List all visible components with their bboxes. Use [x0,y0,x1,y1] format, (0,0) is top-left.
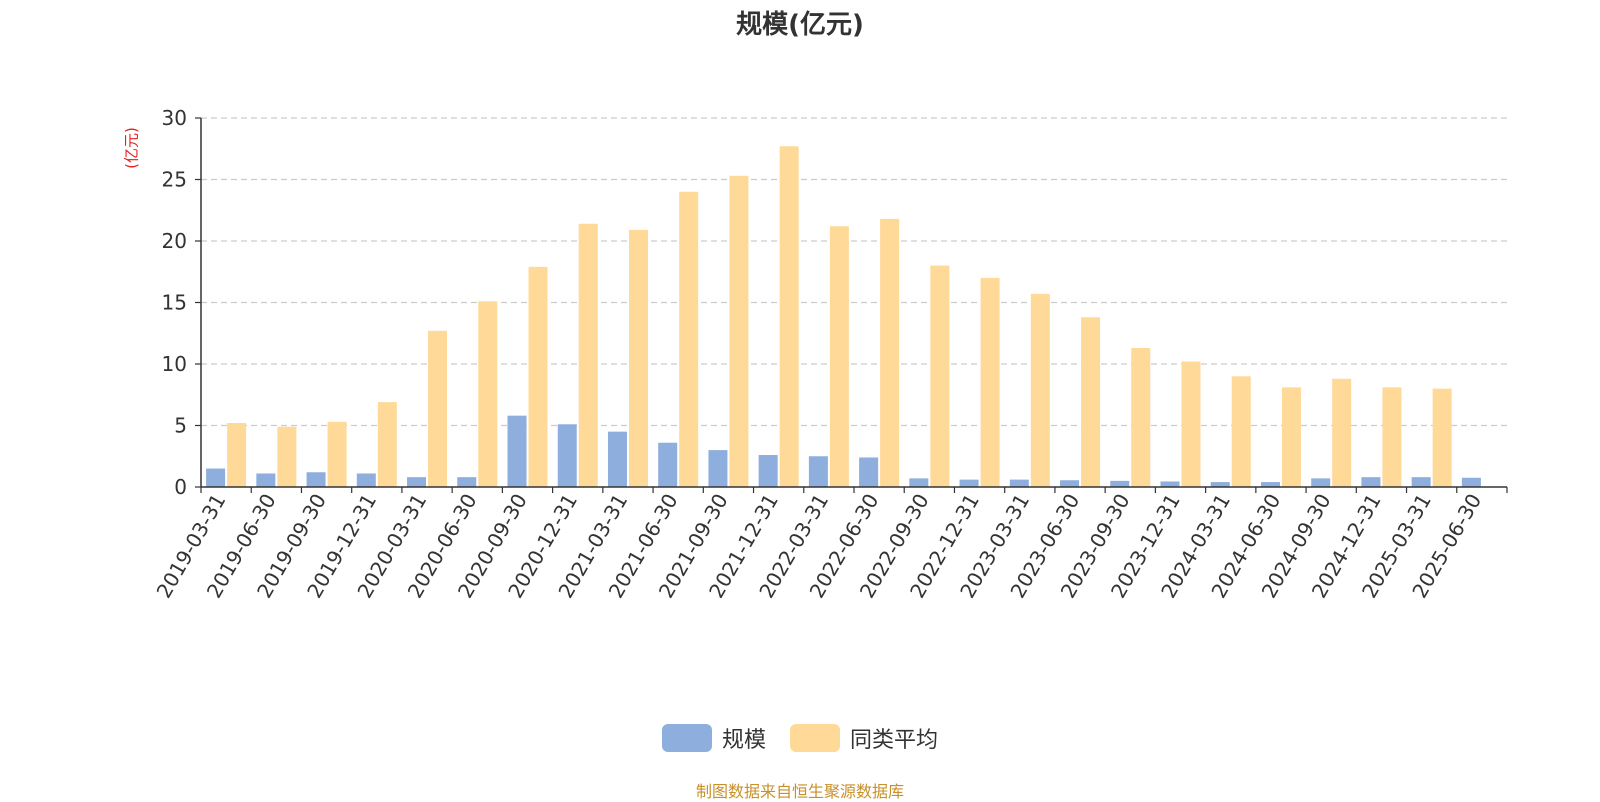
chart-legend: 规模 同类平均 [0,722,1600,754]
bar-series-1 [808,456,828,487]
y-tick-label: 10 [162,352,187,376]
bar-series-1 [1060,480,1080,487]
bar-series-1 [306,472,326,487]
y-tick-label: 5 [174,414,187,438]
bar-series-1 [457,477,477,487]
bar-series-2 [327,421,347,487]
y-tick-label: 15 [162,291,187,315]
bar-series-2 [578,223,598,487]
bar-series-1 [356,473,376,487]
legend-label-series-2: 同类平均 [850,728,939,753]
bar-series-2 [1281,387,1301,487]
bar-series-2 [679,191,699,488]
bar-series-1 [256,473,276,487]
bar-series-1 [658,442,678,487]
bar-series-2 [1181,361,1201,487]
bar-series-1 [1009,479,1029,487]
bar-series-2 [628,229,648,487]
legend-swatch-series-2 [790,724,840,752]
bar-series-1 [1311,478,1331,487]
y-tick-label: 0 [174,475,187,499]
y-tick-label: 30 [162,106,187,130]
bar-series-1 [758,455,778,487]
bar-series-1 [507,415,527,487]
bar-series-2 [528,266,548,487]
bar-series-2 [377,402,397,487]
legend-item-series-1[interactable]: 规模 [661,722,766,754]
bar-series-1 [909,478,929,487]
bar-series-2 [880,218,900,488]
bar-series-2 [428,330,448,487]
bar-series-2 [1131,348,1151,487]
bar-series-2 [1030,293,1050,487]
bar-series-2 [478,301,498,487]
bar-series-2 [829,226,849,488]
legend-item-series-2[interactable]: 同类平均 [790,722,938,754]
bar-series-2 [1432,388,1452,487]
y-tick-label: 20 [162,229,187,253]
bar-series-1 [1160,481,1180,487]
bar-series-1 [1260,482,1280,487]
bar-series-2 [980,277,1000,487]
bar-series-1 [1110,480,1130,487]
bar-series-2 [1332,378,1352,487]
bar-series-2 [930,265,950,487]
bar-series-2 [1382,387,1402,487]
y-tick-label: 25 [162,168,187,192]
bar-series-1 [1361,477,1381,487]
bar-series-1 [557,424,577,487]
bar-series-2 [1231,376,1251,487]
bar-series-1 [708,450,728,487]
bar-series-1 [607,431,627,487]
bar-series-1 [1461,477,1481,487]
bar-series-1 [859,457,879,487]
bar-series-1 [407,477,427,487]
legend-swatch-series-1 [661,724,712,752]
bar-series-2 [729,175,749,487]
legend-label-series-1: 规模 [721,728,766,753]
bar-series-1 [1411,477,1431,487]
bar-series-1 [206,468,226,487]
bar-series-2 [1081,317,1101,487]
chart-title: 规模(亿元) [736,10,864,40]
bar-series-2 [779,146,799,488]
data-source-footer: 制图数据来自恒生聚源数据库 [695,782,904,801]
bar-series-1 [959,479,979,487]
bar-series-1 [1210,482,1230,487]
bar-series-2 [277,426,297,487]
bar-series-2 [227,423,247,487]
